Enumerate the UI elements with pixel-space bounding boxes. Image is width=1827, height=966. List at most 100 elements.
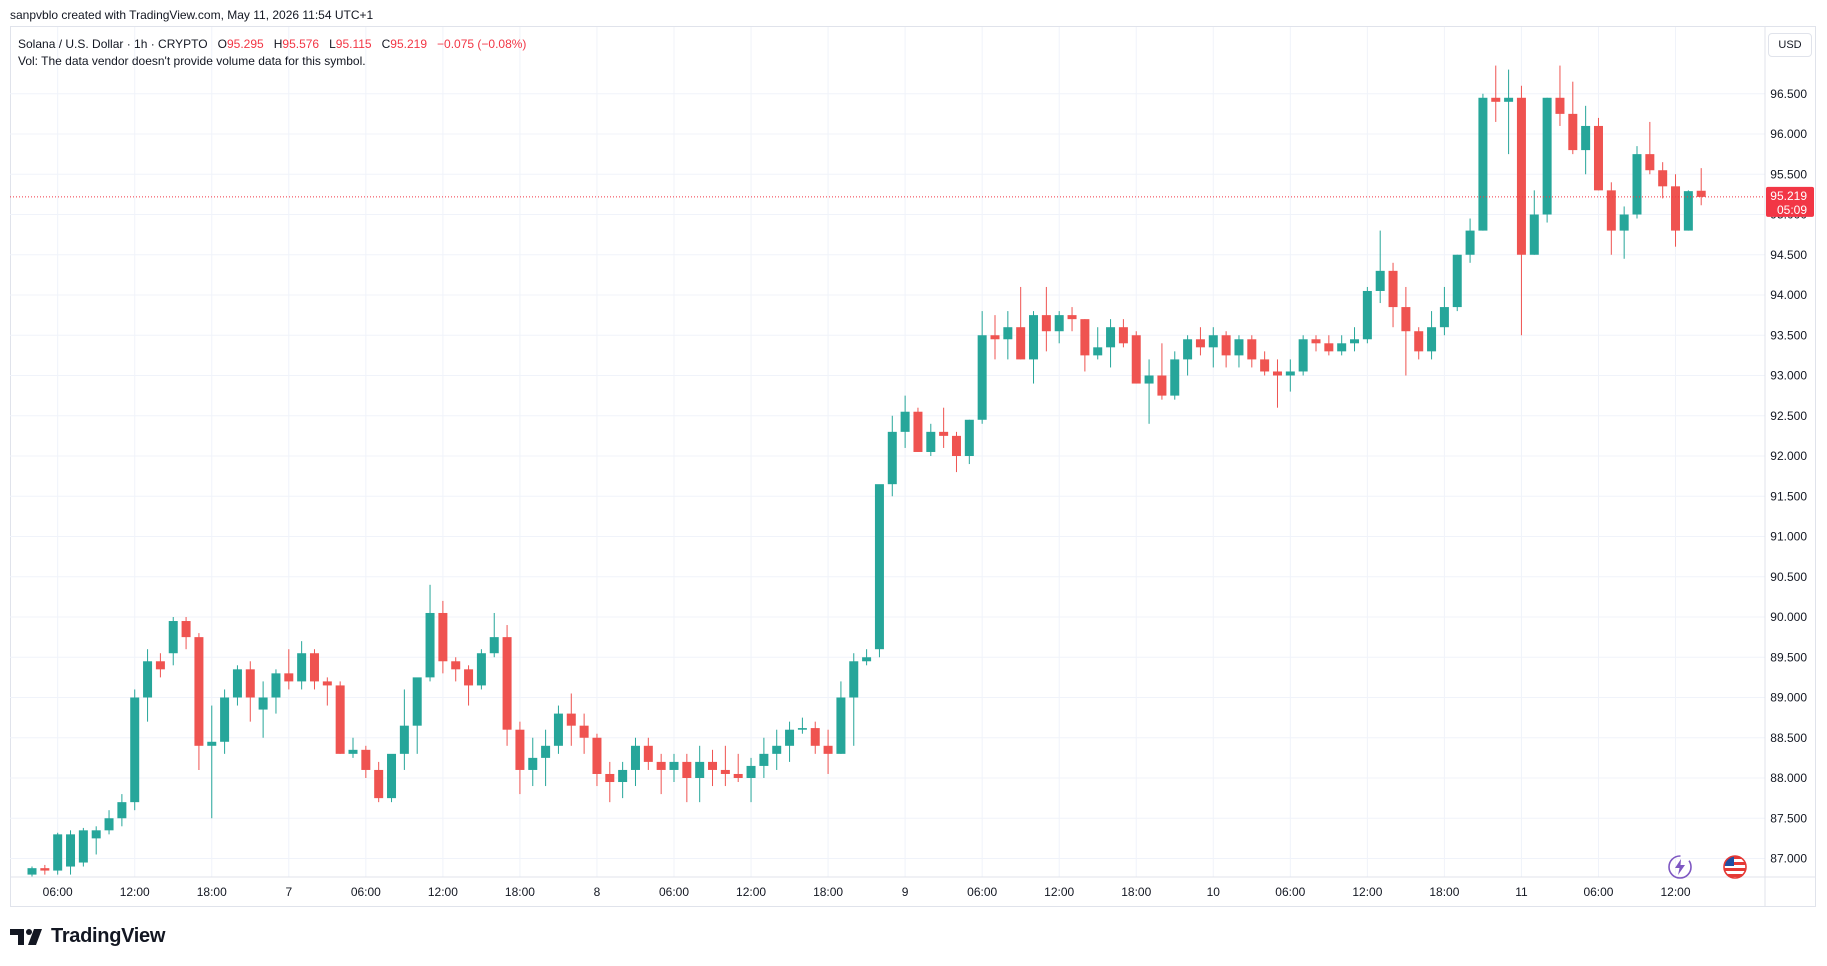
price-tick-label: 95.500 [1770,167,1807,181]
time-tick-label: 18:00 [197,885,227,899]
candle-up [1478,93,1488,231]
candle-body [1658,170,1668,187]
candle-down [1247,335,1257,368]
candle-body [990,335,1000,340]
candle-body [874,484,884,650]
candle-body [1298,339,1308,372]
last-price-value: 95.219 [1770,189,1807,203]
candle-body [1131,335,1141,384]
candle-body [1183,339,1193,360]
candle-body [720,769,730,774]
lightning-icon[interactable] [1667,854,1693,880]
candle-body [579,725,589,738]
legend-high-label: H [273,37,283,51]
legend-change: −0.075 (−0.08%) [437,37,527,51]
candle-up [541,729,551,787]
candle-body [489,637,499,654]
brand-name: TradingView [51,925,166,947]
candle-body [528,757,538,770]
candle-down [1016,286,1026,360]
candle-up [1632,146,1642,219]
candle-up [1683,190,1693,231]
candle-up [1619,206,1629,259]
candle-body [1170,359,1180,396]
candle-body [887,431,897,485]
candle-down [1195,327,1205,356]
candle-body [1234,339,1244,356]
candle-up [874,484,884,658]
candle-down [322,677,332,706]
candle-up [476,649,486,690]
candle-down [309,649,319,690]
time-tick-label: 18:00 [1429,885,1459,899]
candle-up [412,677,422,754]
candle-up [168,617,178,666]
candle-body [630,745,640,770]
candle-down [1671,174,1681,247]
time-tick-label: 06:00 [967,885,997,899]
time-tick-label: 12:00 [1044,885,1074,899]
candle-body [682,761,692,778]
candle-body [515,729,525,770]
candle-body [553,713,563,746]
candle-up [1439,286,1449,336]
candle-body [605,773,615,783]
price-tick-label: 88.500 [1770,731,1807,745]
time-tick-label: 18:00 [813,885,843,899]
candle-body [1041,315,1051,332]
candle-body [849,661,859,698]
candle-up [1504,69,1514,155]
price-tick-label: 92.000 [1770,449,1807,463]
candle-down [335,681,345,754]
candle-body [1542,97,1552,215]
candle-up [759,737,769,778]
candle-body [476,653,486,686]
candle-body [1208,335,1218,348]
candle-body [40,868,50,871]
candle-up [1427,311,1437,360]
candle-body [1555,97,1565,114]
candle-down [451,657,461,682]
candle-down [245,661,255,722]
candle-body [1568,113,1578,151]
candle-up [207,705,217,819]
candle-body [1350,339,1360,344]
candle-body [104,818,114,831]
candle-body [335,685,345,754]
candle-down [1555,65,1565,126]
price-tick-label: 94.500 [1770,248,1807,262]
price-tick-label: 87.000 [1770,852,1807,866]
candle-body [618,769,628,783]
currency-button[interactable]: USD [1768,33,1812,57]
candle-down [1568,81,1578,155]
candle-body [117,802,127,819]
candle-body [168,621,178,654]
candle-up [117,794,127,827]
candle-up [1234,335,1244,368]
candle-up [630,737,640,787]
candle-up [900,395,910,448]
candle-body [91,830,101,839]
candle-body [207,741,217,746]
candle-up [399,689,409,770]
candle-body [759,753,769,766]
chart-frame [10,26,1816,907]
candle-down [1260,351,1270,376]
candle-body [1221,335,1231,356]
candle-body [643,745,653,762]
candle-body [733,773,743,778]
candle-down [1131,331,1141,384]
candle-body [438,612,448,662]
price-tick-label: 94.000 [1770,288,1807,302]
us-flag-icon[interactable] [1722,854,1748,880]
price-tick-label: 89.000 [1770,691,1807,705]
legend-close-label: C [381,37,391,51]
candle-down [1696,168,1706,206]
candle-body [1157,375,1167,396]
candle-body [232,669,242,698]
candle-body [322,681,332,686]
price-tick-label: 88.000 [1770,771,1807,785]
candle-down [682,753,692,803]
candle-up [297,641,307,690]
